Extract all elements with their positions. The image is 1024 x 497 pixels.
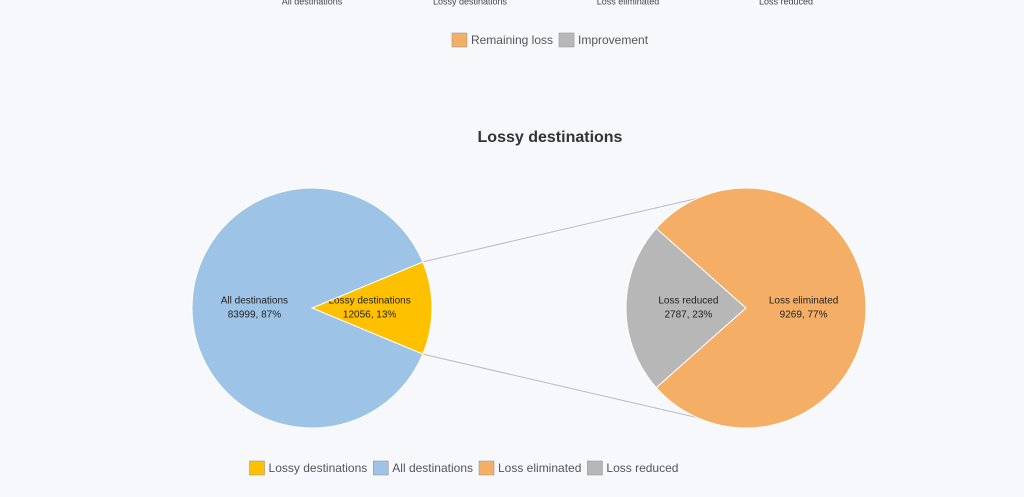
legend-swatch <box>558 32 575 48</box>
connector-line <box>422 197 698 263</box>
pie-slice <box>655 187 867 429</box>
slice-value: 12056, 13% <box>343 310 396 321</box>
pie-slice <box>625 227 747 389</box>
legend-swatch <box>249 460 265 476</box>
legend-swatch <box>372 460 389 476</box>
legend-label: Improvement <box>578 33 649 47</box>
slice-value: 9269, 77% <box>780 310 828 321</box>
connector-line <box>422 353 698 419</box>
x-tick-label: All destinations <box>282 0 343 6</box>
legend-label: Loss eliminated <box>498 461 581 475</box>
slice-category: All destinations <box>221 296 288 307</box>
legend-label: All destinations <box>392 461 473 475</box>
x-tick-label: Loss eliminated <box>597 0 660 6</box>
pie-slice <box>191 187 424 429</box>
x-tick-label: Lossy destinations <box>433 0 508 6</box>
chart-title: Lossy destinations <box>478 129 623 146</box>
x-tick-label: Loss reduced <box>759 0 813 6</box>
legend-swatch <box>478 460 495 476</box>
slice-value: 83999, 87% <box>228 310 281 321</box>
legend-swatch <box>587 460 603 476</box>
legend-swatch <box>451 32 468 48</box>
legend-label: Loss reduced <box>606 461 678 475</box>
slice-category: Lossy destinations <box>328 296 410 307</box>
legend-label: Remaining loss <box>471 33 553 47</box>
legend-label: Lossy destinations <box>269 461 368 475</box>
pie-slice <box>310 261 433 355</box>
slice-category: Loss eliminated <box>769 296 838 307</box>
slice-value: 2787, 23% <box>664 310 712 321</box>
slice-category: Loss reduced <box>658 296 718 307</box>
